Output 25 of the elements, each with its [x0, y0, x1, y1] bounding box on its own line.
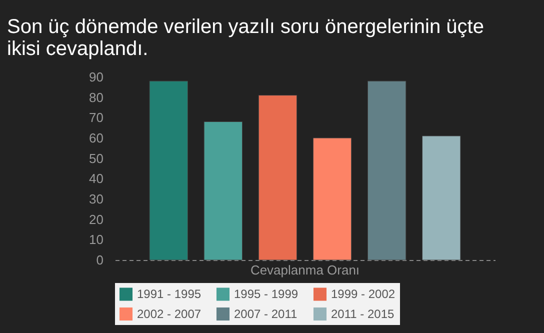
legend-label: 2011 - 2015 [331, 307, 394, 321]
y-tick-label: 50 [89, 150, 104, 166]
x-tick-label: Cevaplanma Oranı [250, 262, 360, 278]
bar [422, 136, 461, 260]
y-tick-label: 30 [89, 192, 104, 206]
y-tick-label: 40 [89, 171, 104, 186]
bar [258, 95, 298, 260]
bar [204, 121, 243, 260]
y-tick-label: 90 [89, 70, 104, 84]
legend-label: 2007 - 2011 [234, 307, 298, 321]
legend-label: 1995 - 1999 [234, 287, 298, 302]
y-tick-label: 20 [89, 212, 104, 227]
bar [367, 80, 406, 260]
legend-label: 2002 - 2007 [137, 307, 202, 321]
y-tick-label: 80 [89, 90, 104, 105]
text: Son üç dönemde verilen yazılı soru önergelerinin üçte [7, 16, 484, 38]
legend-label: 1991 - 1995 [137, 287, 202, 302]
y-tick-label: 10 [89, 232, 104, 248]
legend-label: 1999 - 2002 [331, 287, 396, 302]
bar [149, 80, 188, 260]
bar [312, 138, 352, 260]
y-tick-label: 0 [96, 252, 104, 268]
text: ikisi cevaplandı. [7, 38, 148, 60]
y-tick-label: 70 [89, 110, 104, 126]
y-tick-label: 60 [89, 130, 104, 146]
